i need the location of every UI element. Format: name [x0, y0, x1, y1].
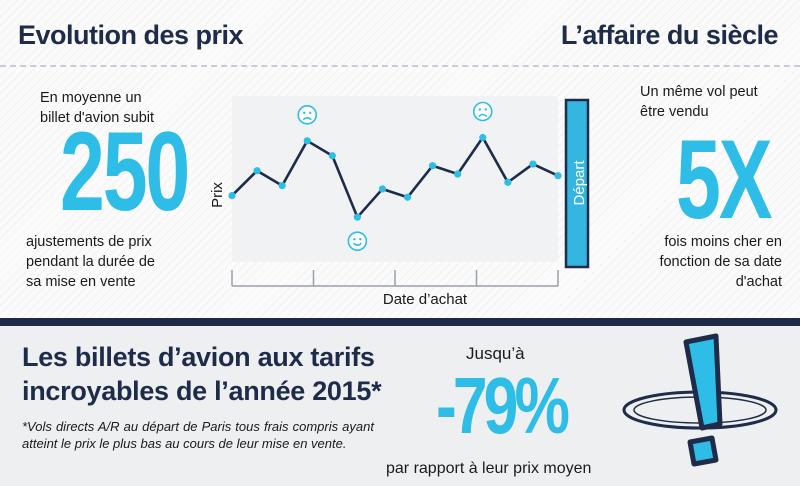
price-line	[231, 136, 559, 219]
exclamation-icon	[622, 333, 778, 467]
header-divider	[0, 65, 800, 67]
headline-line: incroyables de l’année 2015*	[22, 376, 382, 406]
right-title: L’affaire du siècle	[560, 20, 779, 50]
right-outro-line: fois moins cher en	[664, 234, 782, 250]
right-outro: fois moins cher en fonction de sa date d…	[659, 232, 782, 292]
up-to-label: Jusqu’à	[466, 344, 525, 363]
headline-line: Les billets d’avion aux tarifs	[22, 342, 375, 372]
data-point	[479, 133, 487, 142]
happy-face-icon	[347, 231, 368, 251]
data-point	[228, 192, 236, 200]
price-chart: Date d’achat Prix Départ	[209, 98, 590, 308]
sad-face-icon	[472, 101, 493, 122]
left-outro: ajustements de prix pendant la durée de …	[26, 232, 155, 292]
data-point	[253, 167, 261, 175]
left-intro: En moyenne un billet d'avion subit	[40, 88, 154, 128]
right-intro: Un même vol peut être vendu	[640, 82, 758, 122]
right-intro-line: être vendu	[640, 104, 709, 120]
depart-label: Départ	[571, 160, 588, 206]
data-point	[378, 185, 387, 193]
data-point	[328, 152, 336, 160]
data-point	[353, 213, 361, 221]
adjustments-number: 250	[60, 109, 190, 234]
left-outro-line: sa mise en vente	[26, 274, 136, 290]
left-intro-line: billet d'avion subit	[40, 110, 155, 126]
footnote: *Vols directs A/R au départ de Paris tou…	[22, 419, 374, 451]
left-intro-line: En moyenne un	[40, 90, 142, 106]
bottom-section	[0, 318, 800, 486]
left-outro-line: pendant la durée de	[26, 254, 155, 270]
left-outro-line: ajustements de prix	[26, 234, 152, 250]
right-intro-line: Un même vol peut	[640, 84, 758, 100]
data-point	[454, 170, 462, 178]
percent-caption: par rapport à leur prix moyen	[386, 460, 592, 477]
bottom-divider	[0, 318, 800, 326]
left-title: Evolution des prix	[18, 20, 244, 50]
sad-face-icon	[297, 105, 318, 125]
data-point	[303, 137, 311, 145]
headline: Les billets d’avion aux tarifs incroyabl…	[22, 340, 382, 408]
data-point	[429, 162, 437, 170]
right-outro-line: fonction de sa date	[659, 254, 782, 270]
data-point	[554, 172, 562, 180]
y-axis-label: Prix	[209, 182, 226, 208]
data-point	[529, 160, 537, 168]
data-point	[403, 193, 412, 201]
data-point	[278, 182, 286, 190]
times-number: 5X	[676, 117, 772, 242]
depart-bar	[564, 98, 590, 269]
x-axis-label: Date d’achat	[383, 291, 468, 308]
percent-value: -79%	[436, 361, 570, 450]
right-outro-line: d'achat	[735, 274, 782, 290]
data-point	[504, 178, 512, 186]
